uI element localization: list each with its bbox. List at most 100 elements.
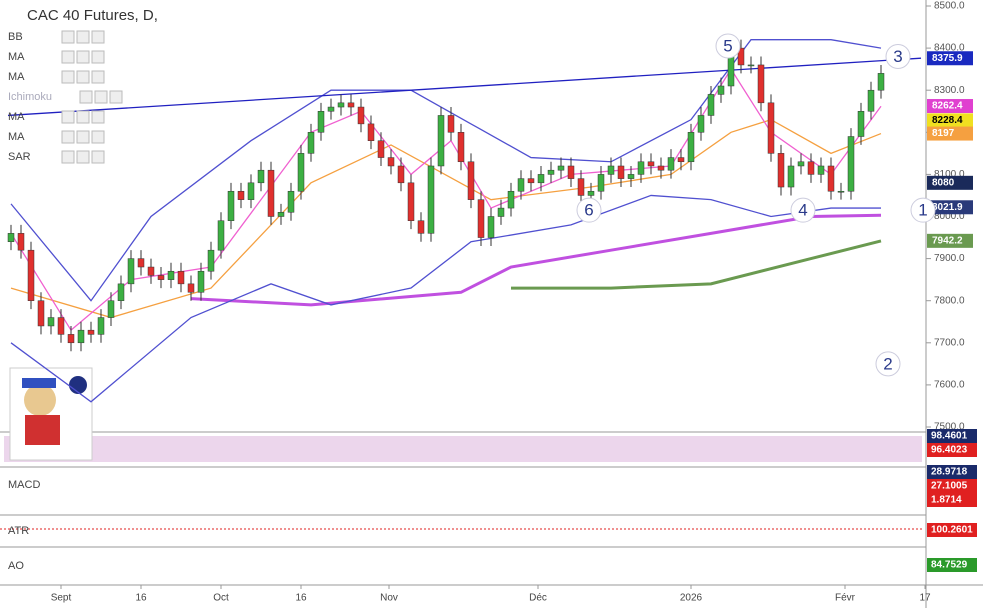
pane-value-box [927, 429, 977, 443]
price-label-box [927, 200, 973, 215]
candle-body [657, 165, 665, 171]
y-tick-label: 8500.0 [934, 1, 965, 12]
candle-body [857, 111, 865, 137]
candle-body [637, 161, 645, 175]
candle-body [847, 136, 855, 192]
candle-body [167, 270, 175, 280]
indicator-icon [76, 30, 90, 44]
candle-body [387, 157, 395, 167]
candle-body [467, 161, 475, 200]
indicator-label: Ichimoku [8, 91, 52, 103]
y-tick-label: 7700.0 [934, 337, 965, 348]
x-tick-label: Nov [380, 593, 398, 604]
y-tick-label: 7900.0 [934, 253, 965, 264]
pane-value: 84.7529 [931, 560, 968, 571]
candle-body [337, 102, 345, 108]
wave-label: 3 [893, 47, 902, 66]
x-tick-label: 16 [135, 593, 147, 604]
candle-body [217, 220, 225, 251]
overlay-line [190, 213, 882, 307]
overlay-line [10, 194, 881, 403]
price-label: 7942.2 [932, 235, 963, 246]
y-tick-label: 7800.0 [934, 295, 965, 306]
candle-body [397, 165, 405, 184]
indicator-icon [91, 30, 105, 44]
chart-title[interactable]: CAC 40 Futures, D, [27, 7, 158, 24]
indicator-icon [76, 110, 90, 124]
wave-label: 1 [918, 201, 927, 220]
candle-body [547, 169, 555, 175]
indicator-icon [91, 130, 105, 144]
y-tick-label: 7600.0 [934, 380, 965, 391]
pane-value-box [927, 493, 977, 507]
candle-body [297, 153, 305, 192]
candle-body [817, 165, 825, 175]
candle-body [17, 233, 25, 251]
pane-value: 27.1005 [931, 481, 968, 492]
indicator-icon [76, 70, 90, 84]
candle-body [207, 249, 215, 272]
candle-body [587, 190, 595, 196]
candle-body [237, 190, 245, 200]
candle-body [77, 329, 85, 344]
candle-body [37, 300, 45, 327]
candle-body [107, 300, 115, 318]
candle-body [627, 174, 635, 179]
wave-label: 6 [584, 201, 593, 220]
candle-body [517, 178, 525, 192]
candle-body [317, 111, 325, 133]
candle-body [537, 174, 545, 184]
candle-body [457, 132, 465, 163]
indicator-icon [61, 110, 75, 124]
wave-circle [790, 197, 816, 223]
wave-circle [576, 197, 602, 223]
candle-body [327, 106, 335, 112]
wave-label: 5 [723, 36, 732, 55]
indicator-icon [61, 150, 75, 164]
price-label-box [927, 113, 973, 128]
candle-body [67, 334, 75, 344]
y-tick-label: 8000.0 [934, 211, 965, 222]
candle-body [477, 199, 485, 238]
indicator-icon [76, 150, 90, 164]
wave-circle [885, 44, 911, 70]
price-label-box [927, 99, 973, 114]
candle-body [687, 132, 695, 163]
mascot [9, 367, 93, 461]
candle-body [287, 190, 295, 213]
pane-value: 100.2601 [931, 525, 973, 536]
candle-body [767, 102, 775, 154]
candle-body [57, 317, 65, 335]
x-tick-label: Févr [835, 593, 856, 604]
candle-body [647, 161, 655, 167]
wave-label: 2 [883, 354, 892, 373]
candle-body [407, 182, 415, 221]
wave-label: 4 [798, 201, 807, 220]
indicator-label: MA [8, 51, 25, 63]
candle-body [527, 178, 535, 184]
pane-value: 1.8714 [931, 495, 962, 506]
candle-body [127, 258, 135, 285]
candle-body [27, 249, 35, 301]
candle-body [757, 64, 765, 104]
price-label-box [927, 126, 973, 141]
indicator-icon [91, 70, 105, 84]
pane-value: 96.4023 [931, 445, 968, 456]
pane-label: MACD [8, 479, 40, 491]
price-label: 8080 [932, 177, 955, 188]
price-label: 8262.4 [932, 101, 963, 112]
candle-body [247, 182, 255, 200]
indicator-icon [76, 130, 90, 144]
indicator-icon [61, 130, 75, 144]
wave-circle [910, 197, 936, 223]
candle-body [117, 283, 125, 301]
candle-body [347, 102, 355, 108]
candle-body [487, 216, 495, 238]
candle-body [187, 283, 195, 293]
stoch-band [4, 436, 922, 462]
candle-body [867, 89, 875, 112]
indicator-icon [61, 30, 75, 44]
pane-value-box [927, 479, 977, 493]
pane-value-box [927, 523, 977, 537]
